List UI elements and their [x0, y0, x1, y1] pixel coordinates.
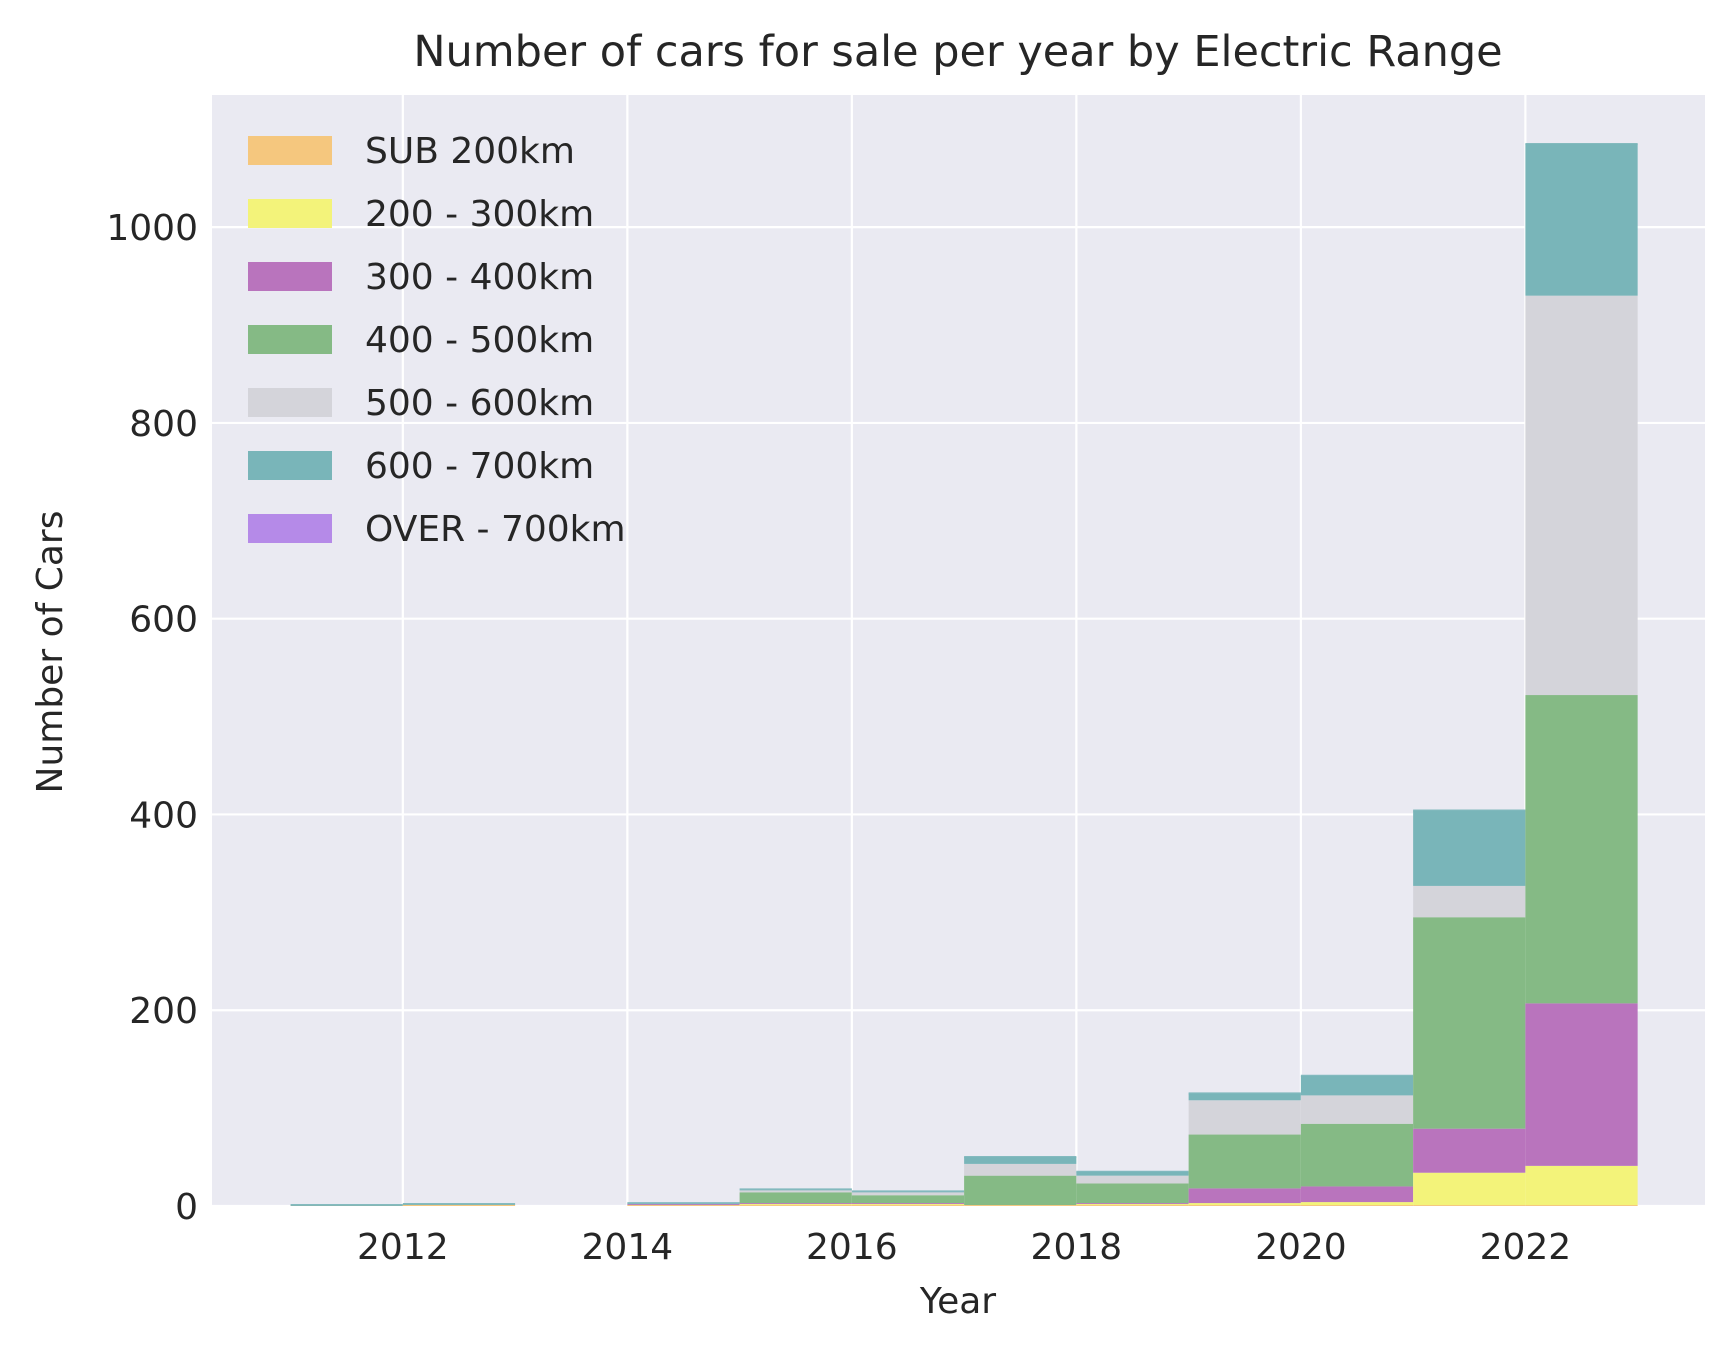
bar-segment	[1300, 1075, 1414, 1096]
x-tick-label: 2018	[1031, 1227, 1123, 1268]
bar-segment	[627, 1204, 740, 1206]
bar-segment	[1076, 1204, 1189, 1206]
legend: SUB 200km 200 - 300km 300 - 400km 400 - 500…	[248, 131, 626, 550]
bar-segment	[1525, 143, 1638, 296]
y-tick-label: 200	[129, 991, 198, 1032]
legend-label: 600 - 700km	[365, 446, 594, 487]
x-tick-label: 2022	[1480, 1227, 1572, 1268]
y-tick-label: 400	[129, 795, 198, 836]
x-tick-label: 2014	[582, 1227, 674, 1268]
legend-label: SUB 200km	[365, 131, 575, 172]
bar-segment	[739, 1189, 852, 1193]
bar-segment	[1300, 1095, 1414, 1124]
legend-label: 300 - 400km	[365, 257, 594, 298]
bar-segment	[1188, 1100, 1301, 1135]
bar-segment	[1076, 1203, 1189, 1205]
legend-swatch	[248, 262, 332, 291]
bar-segment	[851, 1204, 965, 1206]
y-axis-label: Number of Cars	[30, 511, 71, 794]
bars	[290, 142, 1638, 1207]
bar-segment	[851, 1191, 965, 1196]
y-tick-label: 800	[129, 404, 198, 445]
bar-segment	[1076, 1205, 1189, 1206]
bar-segment	[1076, 1183, 1189, 1204]
bar-segment	[1188, 1093, 1301, 1101]
x-tick-label: 2012	[357, 1227, 449, 1268]
legend-swatch	[248, 451, 332, 480]
x-tick-labels: 2012 2014 2016 2018 2020 2022	[357, 1227, 1571, 1268]
bar-segment	[1076, 1175, 1189, 1184]
bar-segment	[1525, 1165, 1638, 1206]
legend-swatch	[248, 388, 332, 417]
legend-swatch	[248, 136, 332, 165]
bar-segment	[851, 1203, 965, 1205]
legend-label: 500 - 600km	[365, 383, 594, 424]
bar-segment	[1413, 1128, 1526, 1173]
bar-segment	[627, 1205, 740, 1206]
x-axis-label: Year	[919, 1281, 996, 1322]
bar-segment	[1413, 810, 1526, 886]
legend-swatch	[248, 325, 332, 354]
bar-segment	[851, 1205, 965, 1206]
bar-segment	[1525, 695, 1638, 1004]
bar-segment	[1300, 1123, 1414, 1187]
bar-segment	[1188, 1205, 1301, 1206]
legend-label: 200 - 300km	[365, 194, 594, 235]
y-tick-label: 600	[129, 600, 198, 641]
y-tick-labels: 0 200 400 600 800 1000	[106, 208, 198, 1228]
x-tick-label: 2016	[806, 1227, 898, 1268]
bar-segment	[1413, 885, 1526, 918]
bar-segment	[964, 1175, 1077, 1206]
chart-title: Number of cars for sale per year by Elec…	[413, 27, 1502, 77]
bar-segment	[851, 1195, 965, 1204]
bar-segment	[964, 1157, 1077, 1164]
bar-segment	[739, 1204, 852, 1206]
y-tick-label: 0	[175, 1187, 198, 1228]
bar-segment	[1525, 1003, 1638, 1166]
bar-segment	[1413, 1172, 1526, 1206]
x-tick-label: 2020	[1255, 1227, 1347, 1268]
bar-segment	[1300, 1186, 1414, 1203]
bar-segment	[1300, 1202, 1414, 1206]
bar-segment	[1413, 917, 1526, 1129]
bar-segment	[1413, 1205, 1526, 1206]
bar-segment	[739, 1203, 852, 1205]
bar-segment	[739, 1205, 852, 1206]
bar-segment	[1525, 1205, 1638, 1206]
bar-segment	[1300, 1205, 1414, 1206]
bar-segment	[1188, 1188, 1301, 1204]
bar-segment	[1076, 1171, 1189, 1176]
legend-label: OVER - 700km	[365, 509, 626, 550]
bar-segment	[964, 1205, 1077, 1206]
bar-segment	[964, 1163, 1077, 1176]
legend-swatch	[248, 199, 332, 228]
bar-segment	[739, 1192, 852, 1204]
bar-segment	[1188, 1203, 1301, 1206]
bar-segment	[1188, 1134, 1301, 1189]
y-tick-label: 1000	[106, 208, 198, 249]
legend-swatch	[248, 514, 332, 543]
bar-segment	[1525, 295, 1638, 696]
legend-label: 400 - 500km	[365, 320, 594, 361]
